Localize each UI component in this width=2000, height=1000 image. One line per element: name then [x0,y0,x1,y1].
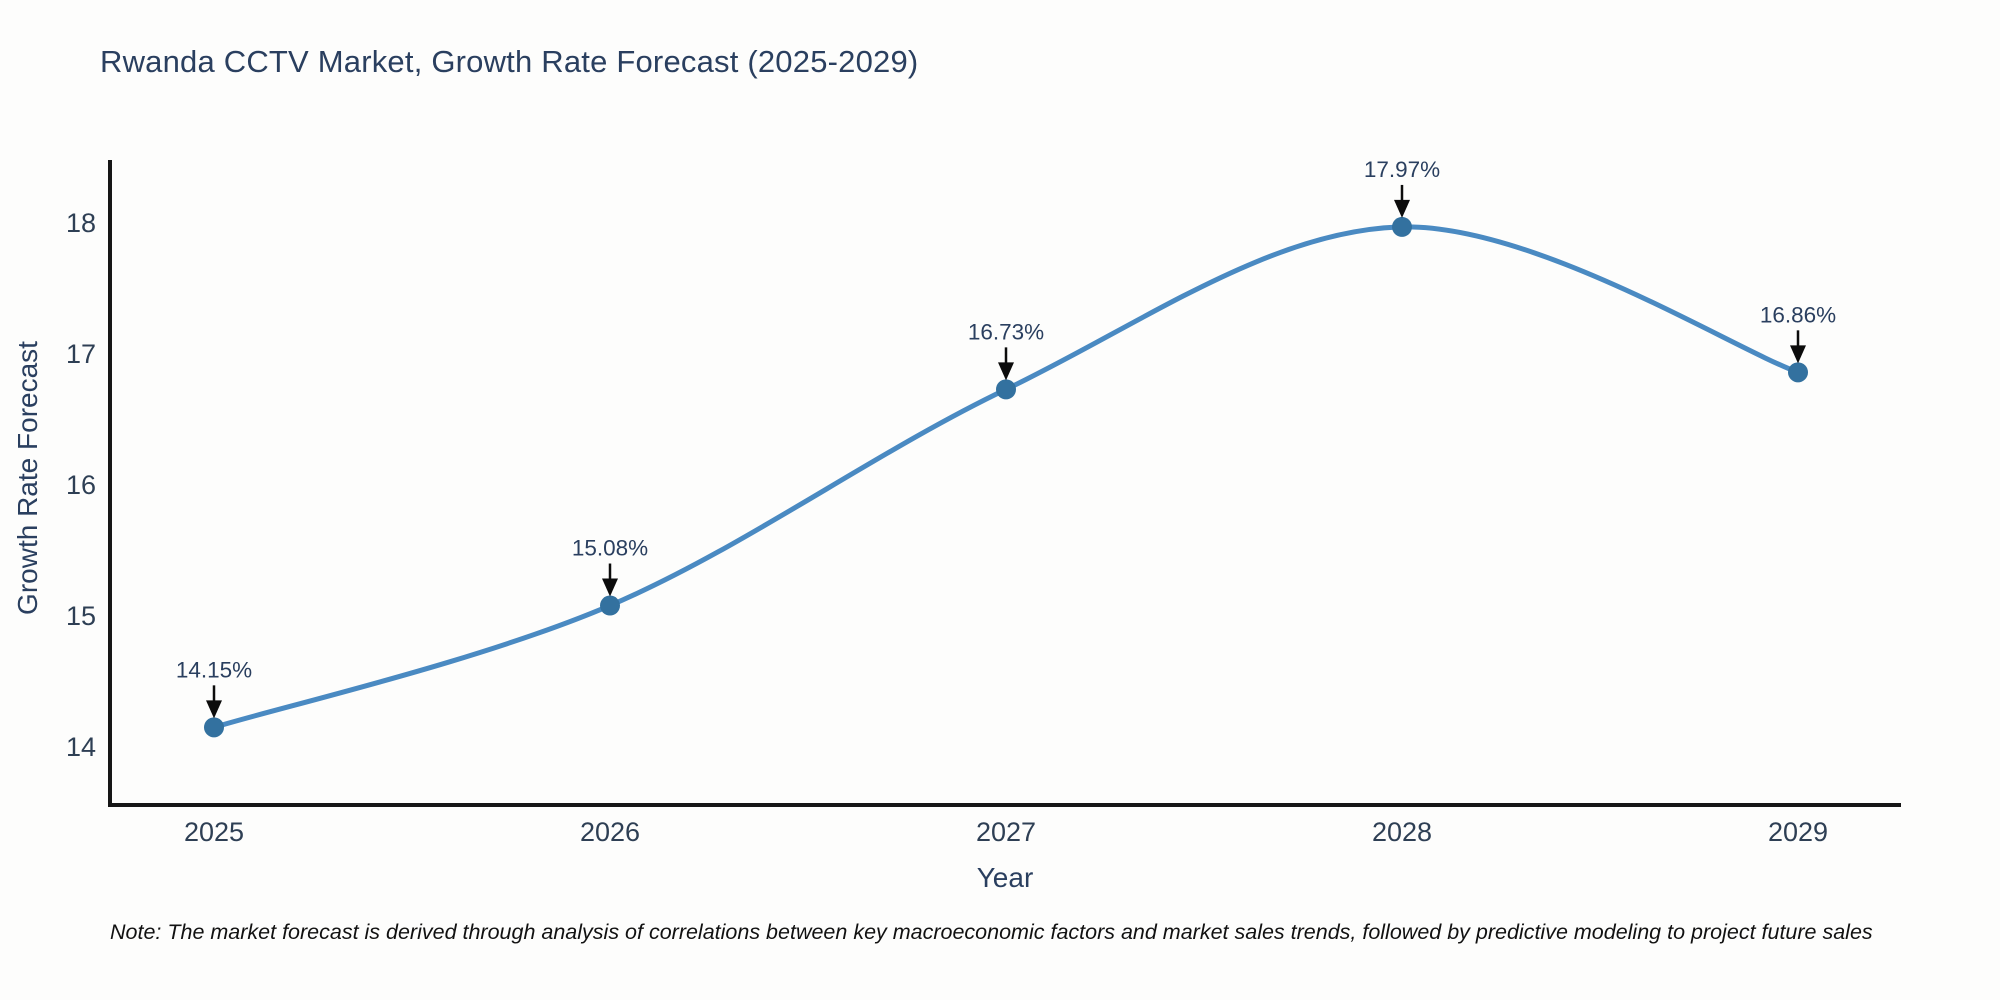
chart-title: Rwanda CCTV Market, Growth Rate Forecast… [100,44,919,79]
point-annotation: 16.73% [968,319,1044,344]
annotation-arrow-head [1790,345,1806,364]
data-point-2028 [1392,216,1412,237]
y-tick-label: 14 [66,732,96,762]
data-point-2026 [600,595,620,616]
annotation-arrow-head [602,578,618,597]
annotation-arrow-head [1394,199,1410,218]
point-annotation: 15.08% [572,536,648,561]
y-tick-label: 17 [66,339,96,369]
forecast-line [211,224,1801,730]
point-annotation: 16.86% [1760,302,1836,327]
y-tick-label: 16 [66,470,96,500]
annotation-arrow-head [206,700,222,719]
data-point-2027 [996,379,1016,400]
x-tick-label: 2026 [580,817,640,847]
footnote: Note: The market forecast is derived thr… [110,920,1873,944]
x-tick-label: 2027 [976,817,1036,847]
x-tick-label: 2025 [184,817,244,847]
point-annotation: 17.97% [1364,157,1440,182]
y-tick-label: 15 [66,601,96,631]
data-point-2029 [1788,362,1808,383]
x-tick-label: 2028 [1372,817,1432,847]
y-tick-label: 18 [66,208,96,238]
x-tick-label: 2029 [1768,817,1828,847]
point-annotation: 14.15% [176,657,252,682]
annotation-arrow-head [998,362,1014,381]
x-axis-title: Year [976,862,1034,893]
data-point-2025 [204,717,224,738]
